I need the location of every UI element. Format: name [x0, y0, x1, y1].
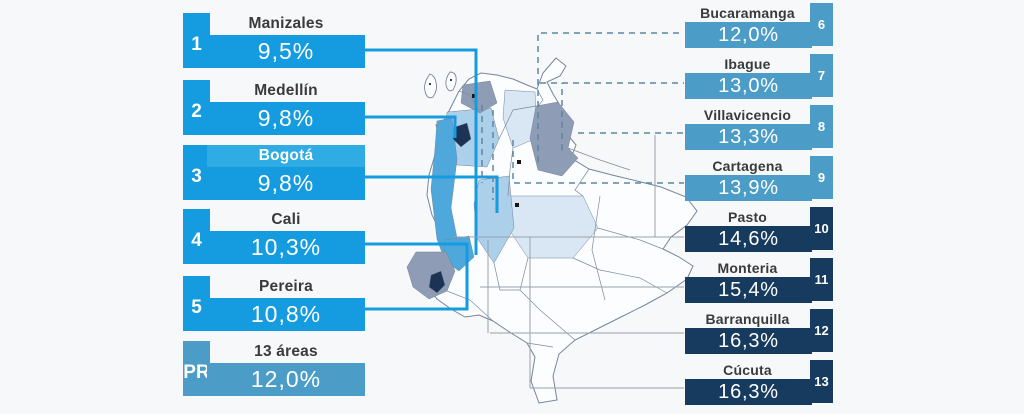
value-label: 16,3%: [718, 329, 779, 352]
rank-number: 13: [814, 374, 829, 389]
ranking-item-ibague: Ibague 13,0% 7: [685, 54, 833, 99]
map-regions: [406, 80, 599, 300]
connector-lines-dashed: [481, 32, 684, 200]
ranking-item-medellin: 2 Medellín 9,8%: [183, 80, 365, 135]
city-name: Cali: [271, 211, 301, 228]
connector-lines-gray: [453, 135, 684, 389]
value-bar: 12,0%: [685, 22, 812, 48]
rank-badge: 6: [810, 3, 833, 46]
rank-badge: 10: [810, 207, 833, 250]
value-bar: 13,9%: [685, 175, 812, 201]
ranking-item-pasto: Pasto 14,6% 10: [685, 207, 833, 252]
value-label: 10,3%: [250, 234, 322, 260]
city-name: Medellín: [254, 82, 318, 99]
ranking-item-barranquilla: Barranquilla 16,3% 12: [685, 309, 833, 354]
rank-number: 8: [817, 119, 826, 134]
value-label: 12,0%: [718, 23, 779, 46]
connector-lines-left: [365, 48, 499, 311]
value-label: 13,9%: [718, 176, 779, 199]
city-name: Cúcuta: [723, 361, 772, 378]
ranking-item-manizales: 1 Manizales 9,5%: [183, 13, 365, 68]
city-name: Cartagena: [712, 157, 783, 174]
value-bar: 15,4%: [685, 277, 812, 303]
value-bar: 9,5%: [207, 35, 365, 68]
map-city-dots: [472, 94, 521, 207]
rank-number: 11: [814, 272, 829, 287]
ranking-item-pereira: 5 Pereira 10,8%: [183, 276, 365, 331]
city-name: Bogotá: [207, 145, 365, 167]
rank-number: 2: [191, 101, 202, 122]
rank-badge: 2: [183, 80, 210, 135]
rank-number: 7: [817, 68, 826, 83]
rank-badge: 12: [810, 309, 833, 352]
value-bar: 13,0%: [685, 73, 812, 99]
ranking-item-13-areas: PR 13 áreas 12,0%: [183, 341, 365, 396]
value-bar: 14,6%: [685, 226, 812, 252]
value-label: 13,0%: [718, 74, 779, 97]
rank-number: 10: [814, 221, 829, 236]
value-bar: 10,3%: [207, 231, 365, 264]
rank-badge: 1: [183, 13, 210, 68]
city-name: Barranquilla: [705, 310, 790, 327]
rank-badge: 3: [183, 145, 210, 200]
value-label: 14,6%: [718, 227, 779, 250]
value-bar: 16,3%: [685, 379, 812, 405]
city-name: Villavicencio: [703, 106, 792, 123]
rank-number: 12: [814, 323, 829, 338]
rank-badge: 13: [810, 360, 833, 403]
city-name: Manizales: [248, 15, 324, 32]
city-name: Bucaramanga: [700, 4, 795, 21]
rank-badge: PR: [183, 341, 210, 396]
rank-badge: 7: [810, 54, 833, 97]
rank-number: 5: [191, 297, 202, 318]
rank-number: 4: [191, 230, 202, 251]
rank-badge: 4: [183, 209, 210, 264]
ranking-item-monteria: Monteria 15,4% 11: [685, 258, 833, 303]
map-islands: [424, 71, 457, 99]
value-label: 15,4%: [718, 278, 779, 301]
value-bar: 13,3%: [685, 124, 812, 150]
value-label: 13,3%: [718, 125, 779, 148]
value-label: 9,5%: [257, 38, 315, 64]
city-name: Pereira: [259, 278, 313, 295]
rank-number: 6: [817, 17, 826, 32]
ranking-item-bucaramanga: Bucaramanga 12,0% 6: [685, 3, 833, 48]
value-label: 9,8%: [257, 170, 315, 196]
value-bar: 16,3%: [685, 328, 812, 354]
rank-number: 1: [191, 34, 202, 55]
rank-number: PR: [183, 362, 210, 383]
value-bar: 9,8%: [207, 167, 365, 200]
ranking-item-cucuta: Cúcuta 16,3% 13: [685, 360, 833, 405]
city-name: Ibague: [724, 55, 771, 72]
value-bar: 12,0%: [207, 363, 365, 396]
rank-badge: 8: [810, 105, 833, 148]
ranking-item-villavicencio: Villavicencio 13,3% 8: [685, 105, 833, 150]
value-bar: 10,8%: [207, 298, 365, 331]
value-label: 10,8%: [250, 301, 322, 327]
rank-badge: 9: [810, 156, 833, 199]
rank-badge: 5: [183, 276, 210, 331]
value-label: 12,0%: [250, 366, 322, 392]
ranking-item-cartagena: Cartagena 13,9% 9: [685, 156, 833, 201]
rank-number: 3: [191, 166, 202, 187]
ranking-item-cali: 4 Cali 10,3%: [183, 209, 365, 264]
city-name: 13 áreas: [254, 343, 318, 360]
value-label: 9,8%: [257, 105, 315, 131]
rank-badge: 11: [810, 258, 833, 301]
value-label: 16,3%: [718, 380, 779, 403]
city-name: Monteria: [717, 259, 778, 276]
city-name: Pasto: [727, 208, 768, 225]
ranking-item-bogota: 3 Bogotá 9,8%: [183, 145, 365, 200]
rank-number: 9: [817, 170, 826, 185]
value-bar: 9,8%: [207, 102, 365, 135]
